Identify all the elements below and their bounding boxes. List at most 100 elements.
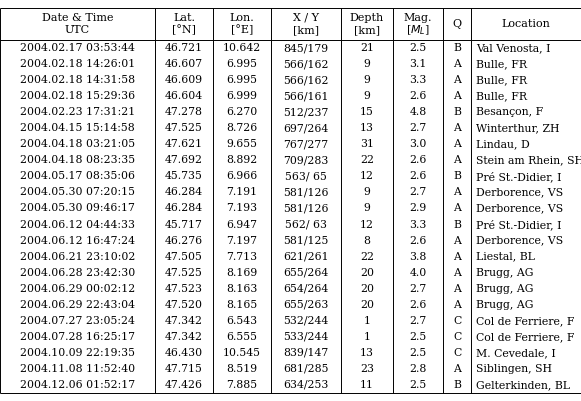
Text: 47.520: 47.520 (165, 300, 203, 310)
Text: 2004.06.28 23:42:30: 2004.06.28 23:42:30 (20, 267, 135, 277)
Text: [$M_L$]: [$M_L$] (406, 23, 430, 37)
Text: 6.999: 6.999 (227, 91, 257, 101)
Text: 47.692: 47.692 (165, 155, 203, 165)
Text: 2004.06.29 22:43:04: 2004.06.29 22:43:04 (20, 300, 135, 310)
Text: 2004.02.18 15:29:36: 2004.02.18 15:29:36 (20, 91, 135, 101)
Text: 47.342: 47.342 (165, 316, 203, 326)
Text: Brugg, AG: Brugg, AG (476, 284, 533, 294)
Text: 8.892: 8.892 (227, 155, 257, 165)
Text: Lat.: Lat. (173, 13, 195, 23)
Text: 2.6: 2.6 (409, 155, 426, 165)
Text: 46.609: 46.609 (165, 75, 203, 85)
Text: 2.7: 2.7 (410, 123, 426, 133)
Text: 3.0: 3.0 (409, 139, 426, 149)
Text: 2004.05.30 07:20:15: 2004.05.30 07:20:15 (20, 187, 135, 197)
Text: B: B (453, 171, 461, 181)
Text: 45.717: 45.717 (165, 219, 203, 229)
Text: 655/263: 655/263 (284, 300, 329, 310)
Text: X / Y: X / Y (293, 13, 319, 23)
Text: 2004.02.18 14:26:01: 2004.02.18 14:26:01 (20, 59, 135, 69)
Text: 8.169: 8.169 (227, 267, 257, 277)
Text: 2.7: 2.7 (410, 284, 426, 294)
Text: [km]: [km] (293, 25, 319, 35)
Text: 47.426: 47.426 (165, 380, 203, 390)
Text: 7.197: 7.197 (227, 235, 257, 245)
Text: 12: 12 (360, 219, 374, 229)
Text: 845/179: 845/179 (284, 43, 329, 53)
Text: Col de Ferriere, F: Col de Ferriere, F (476, 316, 575, 326)
Text: 2004.05.17 08:35:06: 2004.05.17 08:35:06 (20, 171, 135, 181)
Text: A: A (453, 203, 461, 213)
Text: 47.342: 47.342 (165, 332, 203, 342)
Text: 3.8: 3.8 (409, 251, 426, 261)
Text: 8.165: 8.165 (227, 300, 257, 310)
Text: 3.3: 3.3 (409, 219, 426, 229)
Text: 8.519: 8.519 (227, 364, 257, 374)
Text: 566/162: 566/162 (284, 59, 329, 69)
Text: A: A (453, 364, 461, 374)
Text: 709/283: 709/283 (284, 155, 329, 165)
Text: 9: 9 (364, 203, 371, 213)
Text: 6.555: 6.555 (227, 332, 257, 342)
Text: 6.995: 6.995 (227, 75, 257, 85)
Text: Col de Ferriere, F: Col de Ferriere, F (476, 332, 575, 342)
Text: 4.0: 4.0 (410, 267, 426, 277)
Text: 3.1: 3.1 (409, 59, 426, 69)
Text: 20: 20 (360, 300, 374, 310)
Text: 47.525: 47.525 (165, 123, 203, 133)
Text: 533/244: 533/244 (284, 332, 329, 342)
Text: 7.885: 7.885 (227, 380, 257, 390)
Text: Date & Time: Date & Time (42, 13, 113, 23)
Text: 6.543: 6.543 (227, 316, 257, 326)
Text: 9.655: 9.655 (227, 139, 257, 149)
Text: A: A (453, 284, 461, 294)
Text: 9: 9 (364, 91, 371, 101)
Text: 46.430: 46.430 (165, 348, 203, 358)
Text: 46.284: 46.284 (165, 203, 203, 213)
Text: 9: 9 (364, 75, 371, 85)
Text: 46.276: 46.276 (165, 235, 203, 245)
Text: 10.642: 10.642 (223, 43, 261, 53)
Text: 20: 20 (360, 267, 374, 277)
Text: Derborence, VS: Derborence, VS (476, 235, 563, 245)
Text: Siblingen, SH: Siblingen, SH (476, 364, 552, 374)
Text: 46.721: 46.721 (165, 43, 203, 53)
Text: 4.8: 4.8 (410, 107, 426, 117)
Text: 2004.07.28 16:25:17: 2004.07.28 16:25:17 (20, 332, 135, 342)
Text: 23: 23 (360, 364, 374, 374)
Text: 7.191: 7.191 (227, 187, 257, 197)
Text: Liestal, BL: Liestal, BL (476, 251, 535, 261)
Text: 581/125: 581/125 (284, 235, 329, 245)
Text: 47.715: 47.715 (165, 364, 203, 374)
Text: B: B (453, 43, 461, 53)
Text: A: A (453, 187, 461, 197)
Text: 13: 13 (360, 123, 374, 133)
Text: 563/ 65: 563/ 65 (285, 171, 327, 181)
Text: 2.9: 2.9 (410, 203, 426, 213)
Text: 8: 8 (364, 235, 371, 245)
Text: 2.6: 2.6 (409, 300, 426, 310)
Text: Brugg, AG: Brugg, AG (476, 267, 533, 277)
Text: 2.5: 2.5 (410, 43, 426, 53)
Text: Derborence, VS: Derborence, VS (476, 187, 563, 197)
Text: 47.505: 47.505 (165, 251, 203, 261)
Text: 2.8: 2.8 (409, 364, 426, 374)
Text: 46.604: 46.604 (165, 91, 203, 101)
Text: 2.6: 2.6 (409, 171, 426, 181)
Text: 6.270: 6.270 (227, 107, 257, 117)
Text: 621/261: 621/261 (283, 251, 329, 261)
Text: 2.6: 2.6 (409, 91, 426, 101)
Text: Val Venosta, I: Val Venosta, I (476, 43, 551, 53)
Text: 2004.06.12 04:44:33: 2004.06.12 04:44:33 (20, 219, 135, 229)
Text: Besançon, F: Besançon, F (476, 107, 543, 117)
Text: B: B (453, 380, 461, 390)
Text: 562/ 63: 562/ 63 (285, 219, 327, 229)
Text: 47.621: 47.621 (165, 139, 203, 149)
Text: 566/161: 566/161 (284, 91, 329, 101)
Text: 1: 1 (364, 332, 371, 342)
Text: A: A (453, 267, 461, 277)
Text: 2004.02.23 17:31:21: 2004.02.23 17:31:21 (20, 107, 135, 117)
Text: Pré St.-Didier, I: Pré St.-Didier, I (476, 171, 561, 182)
Text: 2004.10.09 22:19:35: 2004.10.09 22:19:35 (20, 348, 135, 358)
Text: 2.7: 2.7 (410, 316, 426, 326)
